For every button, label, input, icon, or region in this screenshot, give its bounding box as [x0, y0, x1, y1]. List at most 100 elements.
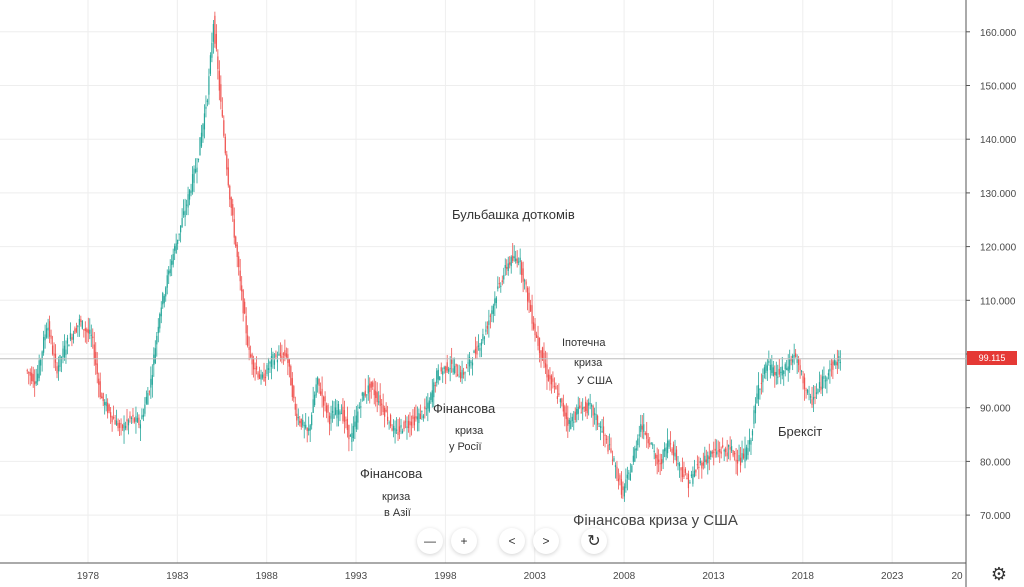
- candle-body: [558, 393, 560, 396]
- candle-body: [263, 373, 265, 382]
- candle-body: [571, 416, 573, 422]
- candle-body: [424, 406, 426, 409]
- candle-body: [98, 378, 100, 385]
- candle-body: [275, 354, 277, 358]
- candle-body: [798, 358, 800, 366]
- candle-body: [196, 167, 198, 173]
- y-tick-label: 120.000: [980, 243, 1017, 254]
- candle-body: [303, 425, 305, 427]
- candle-body: [680, 467, 682, 471]
- candle-body: [113, 417, 115, 419]
- candle-body: [599, 426, 602, 429]
- candle-body: [258, 374, 261, 380]
- candle-body: [501, 280, 503, 282]
- candle-body: [540, 350, 542, 358]
- candle-body: [62, 348, 64, 358]
- candle-body: [477, 345, 480, 347]
- candle-body: [640, 424, 642, 432]
- candle-body: [617, 478, 620, 482]
- candle-body: [160, 307, 162, 317]
- candle-body: [544, 363, 547, 368]
- candle-body: [162, 293, 164, 305]
- candle-body: [392, 425, 395, 431]
- candle-body: [777, 376, 779, 378]
- candle-body: [336, 410, 338, 419]
- candle-body: [641, 425, 643, 430]
- candle-body: [31, 372, 33, 382]
- candle-body: [714, 448, 716, 451]
- candle-body: [239, 270, 241, 282]
- candle-body: [445, 366, 447, 373]
- candle-body: [638, 434, 640, 436]
- candle-body: [485, 329, 487, 332]
- candle-body: [278, 354, 280, 356]
- candle-body: [538, 337, 541, 354]
- candle-body: [236, 244, 238, 258]
- candle-body: [412, 415, 414, 419]
- grid: [0, 0, 966, 563]
- candle-body: [759, 388, 761, 391]
- candle-body: [410, 421, 413, 426]
- candle-body: [132, 414, 134, 417]
- candle-body: [768, 361, 770, 363]
- zoom-in-button[interactable]: +: [451, 528, 477, 554]
- candle-body: [145, 396, 147, 404]
- candle-body: [53, 353, 55, 356]
- candle-body: [218, 70, 220, 91]
- annotation-asia-line1: Фінансова: [360, 466, 423, 481]
- candle-body: [75, 327, 77, 332]
- candle-body: [565, 412, 567, 419]
- candle-body: [817, 388, 819, 393]
- candle-body: [37, 373, 39, 382]
- candle-body: [107, 402, 109, 414]
- candle-body: [661, 459, 663, 465]
- candle-body: [35, 381, 37, 384]
- candle-body: [130, 417, 133, 419]
- candle-body: [211, 42, 213, 58]
- candle-body: [795, 353, 797, 358]
- candle-body: [322, 396, 325, 406]
- candle-body: [273, 360, 276, 365]
- candle-body: [93, 344, 95, 359]
- annotation-dotcom: Бульбашка доткомів: [452, 207, 575, 222]
- candle-body: [775, 371, 777, 376]
- candle-body: [495, 297, 497, 304]
- candle-body: [352, 425, 354, 439]
- candle-body: [381, 403, 383, 405]
- candle-body: [510, 256, 512, 267]
- candle-body: [756, 393, 758, 404]
- candle-body: [534, 323, 536, 336]
- candle-body: [653, 450, 655, 452]
- candle-body: [626, 474, 628, 479]
- candle-body: [741, 453, 743, 463]
- candle-body: [269, 361, 271, 364]
- settings-gear-icon[interactable]: ⚙: [990, 564, 1008, 584]
- candle-body: [486, 325, 488, 329]
- candle-body: [637, 438, 639, 446]
- candle-body: [455, 363, 457, 367]
- candle-body: [147, 392, 149, 405]
- annotation-mortgage-line3: У США: [577, 375, 613, 387]
- x-tick-label: 2008: [613, 571, 636, 582]
- candle-body: [80, 319, 82, 323]
- reset-chart-button[interactable]: ↻: [581, 528, 607, 554]
- candle-body: [188, 190, 191, 200]
- candle-body: [839, 361, 841, 364]
- candle-body: [367, 385, 369, 394]
- scroll-right-button[interactable]: >: [533, 528, 559, 554]
- candle-body: [242, 290, 244, 314]
- candle-body: [634, 448, 636, 462]
- scroll-left-button[interactable]: <: [499, 528, 525, 554]
- candle-body: [325, 405, 328, 413]
- candle-body: [351, 433, 353, 443]
- candle-body: [711, 451, 713, 454]
- candle-body: [457, 374, 459, 376]
- candle-body: [346, 418, 349, 431]
- candle-body: [217, 56, 219, 69]
- candle-body: [562, 402, 564, 412]
- candle-body: [108, 404, 110, 412]
- candle-body: [580, 412, 582, 414]
- zoom-out-button[interactable]: —: [417, 528, 443, 554]
- candle-body: [459, 372, 462, 379]
- candle-body: [494, 298, 496, 306]
